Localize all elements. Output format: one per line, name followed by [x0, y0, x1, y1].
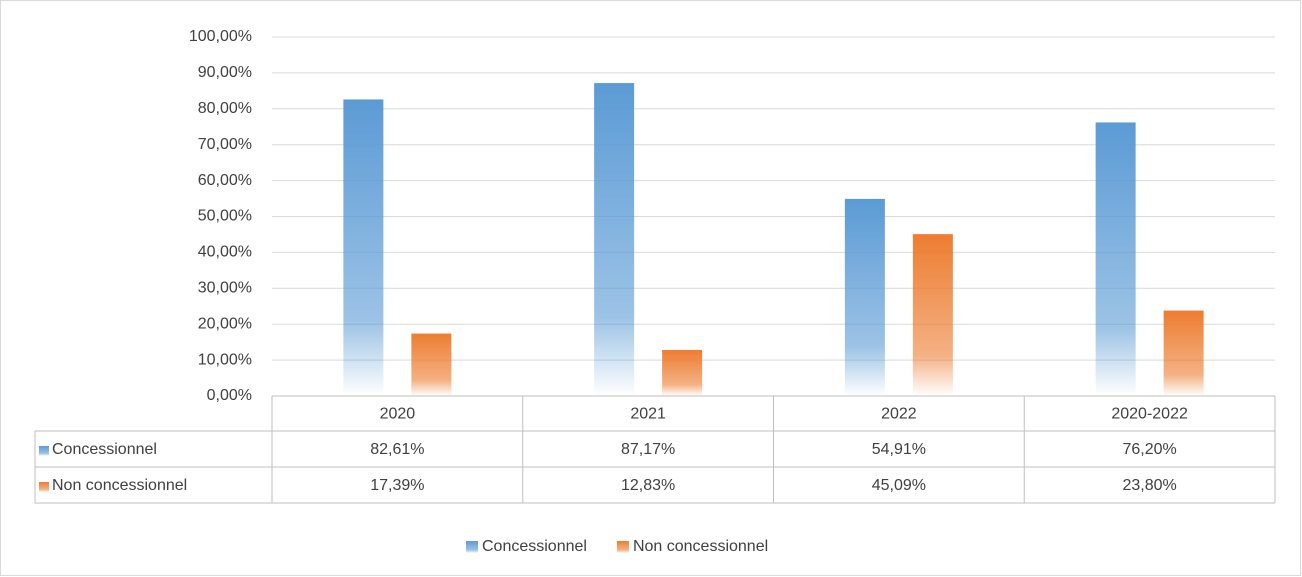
bar [594, 83, 635, 397]
legend-label: Concessionnel [482, 538, 587, 555]
y-tick-label: 80,00% [198, 100, 252, 117]
y-tick-label: 70,00% [198, 136, 252, 153]
bar [1095, 122, 1136, 396]
bar [1163, 310, 1204, 396]
x-tick-label: 2020 [380, 406, 416, 423]
y-tick-label: 100,00% [189, 28, 252, 45]
y-tick-label: 50,00% [198, 208, 252, 225]
table-cell: 82,61% [370, 441, 424, 458]
y-tick-label: 10,00% [198, 351, 252, 368]
table-row-header: Concessionnel [52, 441, 157, 458]
table-cell: 12,83% [621, 477, 675, 494]
table-cell: 17,39% [370, 477, 424, 494]
bar [912, 234, 953, 396]
legend-swatch [466, 541, 478, 553]
y-tick-label: 90,00% [198, 64, 252, 81]
table-legend-swatch [39, 446, 49, 456]
x-tick-label: 2021 [630, 406, 666, 423]
bar [844, 198, 885, 396]
table-cell: 45,09% [872, 477, 926, 494]
table-cell: 23,80% [1122, 477, 1176, 494]
table-row-header: Non concessionnel [52, 477, 187, 494]
table-legend-swatch [39, 482, 49, 492]
table-cell: 76,20% [1122, 441, 1176, 458]
legend-label: Non concessionnel [633, 538, 768, 555]
x-tick-label: 2020-2022 [1111, 406, 1188, 423]
x-tick-label: 2022 [881, 406, 917, 423]
y-tick-label: 20,00% [198, 315, 252, 332]
y-tick-label: 30,00% [198, 280, 252, 297]
y-tick-label: 60,00% [198, 172, 252, 189]
bar [411, 333, 452, 396]
bar [662, 349, 703, 396]
table-cell: 54,91% [872, 441, 926, 458]
bar [343, 99, 384, 396]
y-tick-label: 0,00% [207, 387, 252, 404]
y-tick-label: 40,00% [198, 244, 252, 261]
table-cell: 87,17% [621, 441, 675, 458]
legend-swatch [616, 541, 629, 553]
